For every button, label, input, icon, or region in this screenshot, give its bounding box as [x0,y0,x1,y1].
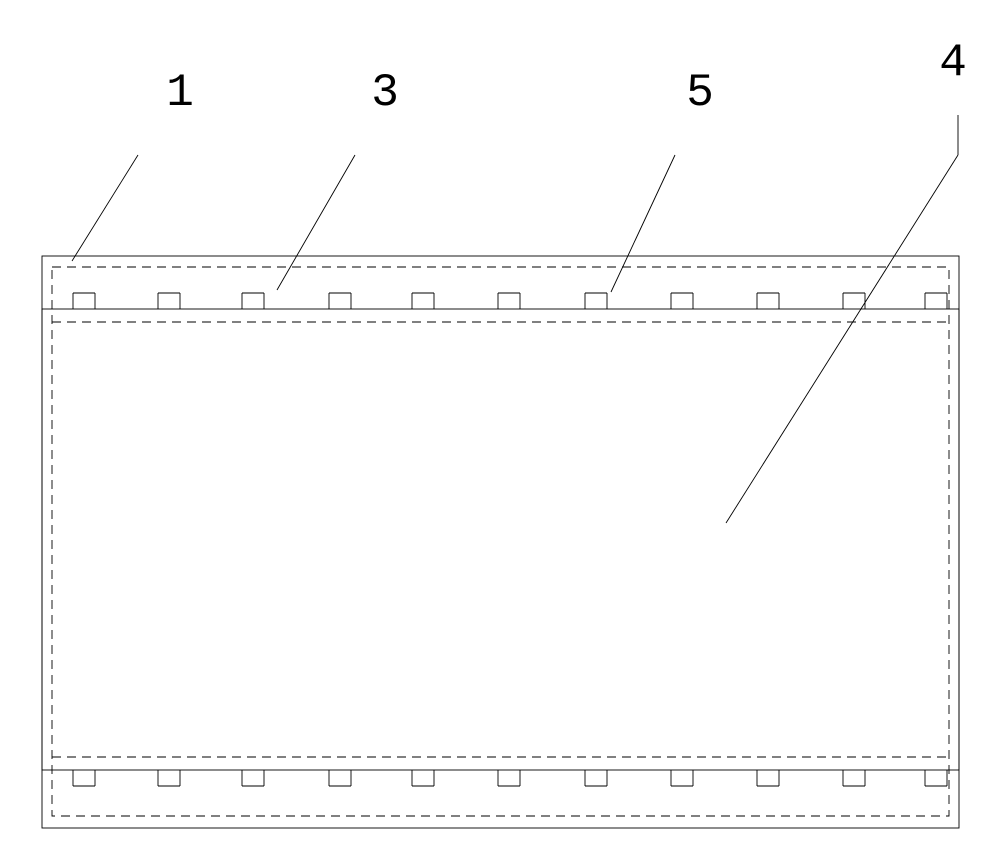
label-4: 4 [939,37,967,89]
engineering-diagram: 1 3 5 4 [0,0,1000,858]
label-1: 1 [166,67,194,119]
label-3: 3 [371,67,399,119]
label-5: 5 [686,67,714,119]
